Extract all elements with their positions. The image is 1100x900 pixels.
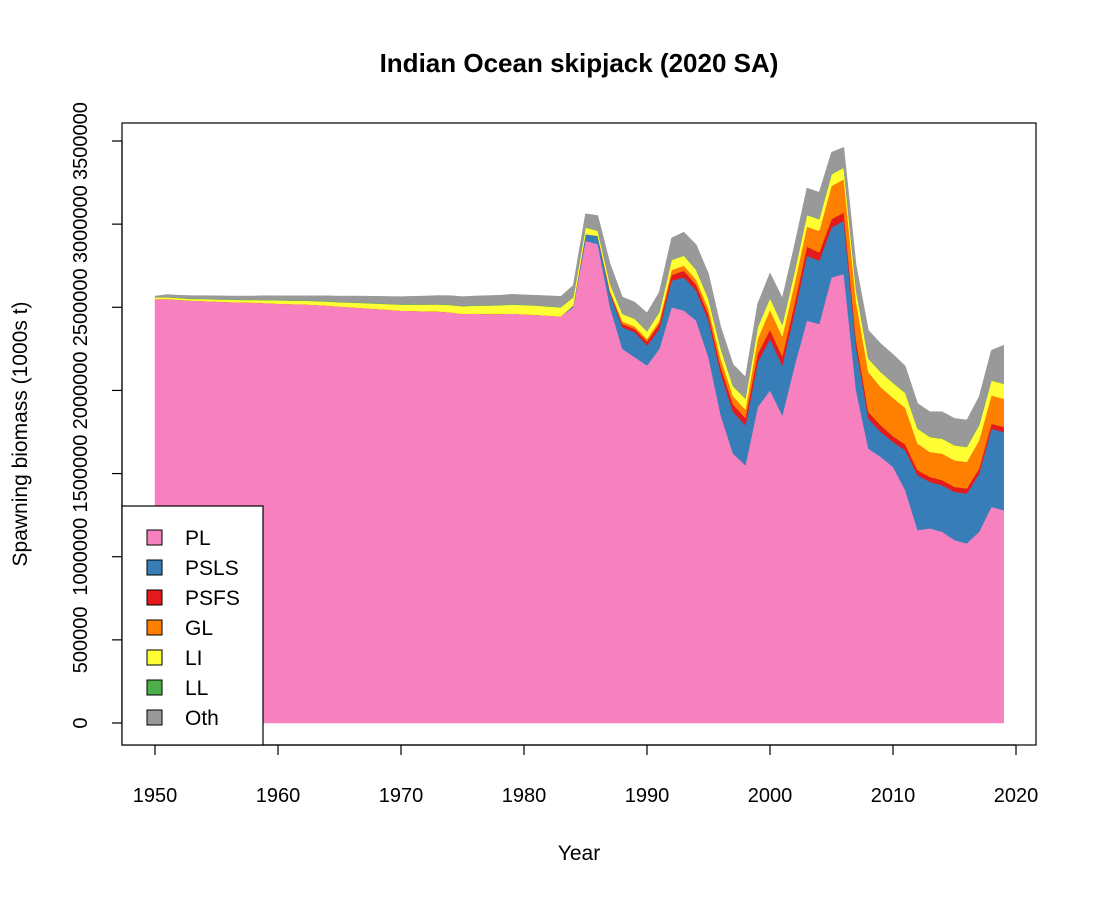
x-tick-label-1960: 1960: [256, 785, 301, 807]
y-axis-label: Spawning biomass (1000s t): [9, 302, 32, 567]
y-tick-label-500000: 500000: [70, 606, 92, 673]
legend-label-gl: GL: [185, 617, 213, 640]
x-tick-label-2020: 2020: [994, 785, 1039, 807]
x-tick-label-1980: 1980: [502, 785, 547, 807]
y-tick-label-3500000: 3500000: [70, 102, 92, 180]
area-pl: [154, 240, 1004, 724]
legend-label-psfs: PSFS: [185, 587, 240, 610]
y-axis: 0 500000 1000000 1500000 2000000 2500000 30000…: [70, 102, 123, 729]
legend-swatch-ll: [146, 679, 163, 696]
y-tick-label-0: 0: [70, 717, 92, 728]
legend: PL PSLS PSFS GL LI LL Oth: [121, 505, 264, 746]
legend-swatch-psls: [146, 559, 163, 576]
chart-title: Indian Ocean skipjack (2020 SA): [380, 48, 779, 78]
stacked-areas: [154, 146, 1004, 724]
legend-box: [121, 505, 264, 746]
x-tick-label-1970: 1970: [379, 785, 424, 807]
legend-swatch-li: [146, 649, 163, 666]
x-axis-label: Year: [558, 842, 600, 865]
legend-swatch-psfs: [146, 589, 163, 606]
legend-swatch-oth: [146, 709, 163, 726]
legend-label-oth: Oth: [185, 707, 219, 730]
area-oth: [154, 146, 1004, 447]
y-tick-label-1000000: 1000000: [70, 518, 92, 596]
x-tick-label-2000: 2000: [748, 785, 793, 807]
y-tick-label-3000000: 3000000: [70, 185, 92, 263]
legend-swatch-pl: [146, 529, 163, 546]
x-tick-label-2010: 2010: [871, 785, 916, 807]
legend-swatch-gl: [146, 619, 163, 636]
legend-label-psls: PSLS: [185, 557, 239, 580]
x-tick-label-1990: 1990: [625, 785, 670, 807]
legend-label-li: LI: [185, 647, 203, 670]
y-tick-label-2500000: 2500000: [70, 268, 92, 346]
legend-label-ll: LL: [185, 677, 208, 700]
y-tick-label-2000000: 2000000: [70, 351, 92, 429]
x-tick-label-1950: 1950: [133, 785, 178, 807]
legend-label-pl: PL: [185, 527, 211, 550]
x-axis: 1950 1960 1970 1980 1990 2000 2010 2020: [133, 744, 1039, 807]
y-tick-label-1500000: 1500000: [70, 435, 92, 513]
